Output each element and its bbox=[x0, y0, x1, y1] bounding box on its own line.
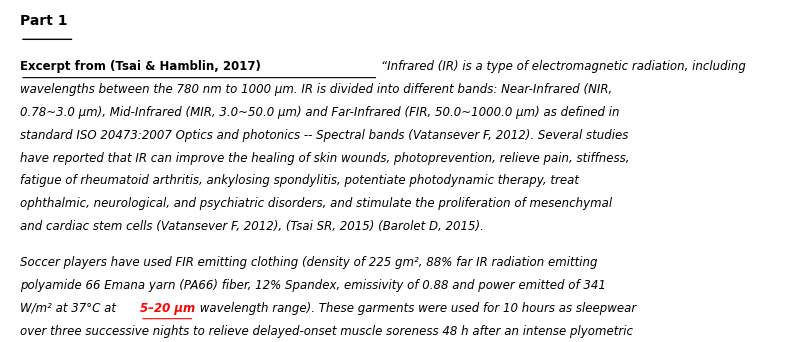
Text: standard ISO 20473:2007 Optics and photonics -- Spectral bands (Vatansever F, 20: standard ISO 20473:2007 Optics and photo… bbox=[20, 129, 628, 142]
Text: and cardiac stem cells (Vatansever F, 2012), (Tsai SR, 2015) (Barolet D, 2015).: and cardiac stem cells (Vatansever F, 20… bbox=[20, 220, 484, 233]
Text: over three successive nights to relieve delayed-onset muscle soreness 48 h after: over three successive nights to relieve … bbox=[20, 325, 633, 338]
Text: ophthalmic, neurological, and psychiatric disorders, and stimulate the prolifera: ophthalmic, neurological, and psychiatri… bbox=[20, 197, 612, 210]
Text: W/m² at 37°C at: W/m² at 37°C at bbox=[20, 302, 120, 315]
Text: wavelengths between the 780 nm to 1000 µm. IR is divided into different bands: N: wavelengths between the 780 nm to 1000 µ… bbox=[20, 83, 612, 96]
Text: 0.78~3.0 µm), Mid-Infrared (MIR, 3.0~50.0 µm) and Far-Infrared (FIR, 50.0~1000.0: 0.78~3.0 µm), Mid-Infrared (MIR, 3.0~50.… bbox=[20, 106, 619, 119]
Text: “Infrared (IR) is a type of electromagnetic radiation, including: “Infrared (IR) is a type of electromagne… bbox=[381, 60, 746, 73]
Text: wavelength range). These garments were used for 10 hours as sleepwear: wavelength range). These garments were u… bbox=[196, 302, 636, 315]
Text: polyamide 66 Emana yarn (PA66) fiber, 12% Spandex, emissivity of 0.88 and power : polyamide 66 Emana yarn (PA66) fiber, 12… bbox=[20, 279, 606, 292]
Text: fatigue of rheumatoid arthritis, ankylosing spondylitis, potentiate photodynamic: fatigue of rheumatoid arthritis, ankylos… bbox=[20, 174, 579, 187]
Text: 5–20 µm: 5–20 µm bbox=[140, 302, 195, 315]
Text: Part 1: Part 1 bbox=[20, 14, 67, 28]
Text: Excerpt from (Tsai & Hamblin, 2017): Excerpt from (Tsai & Hamblin, 2017) bbox=[20, 60, 261, 73]
Text: have reported that IR can improve the healing of skin wounds, photoprevention, r: have reported that IR can improve the he… bbox=[20, 152, 630, 165]
Text: Soccer players have used FIR emitting clothing (density of 225 gm², 88% far IR r: Soccer players have used FIR emitting cl… bbox=[20, 256, 598, 269]
